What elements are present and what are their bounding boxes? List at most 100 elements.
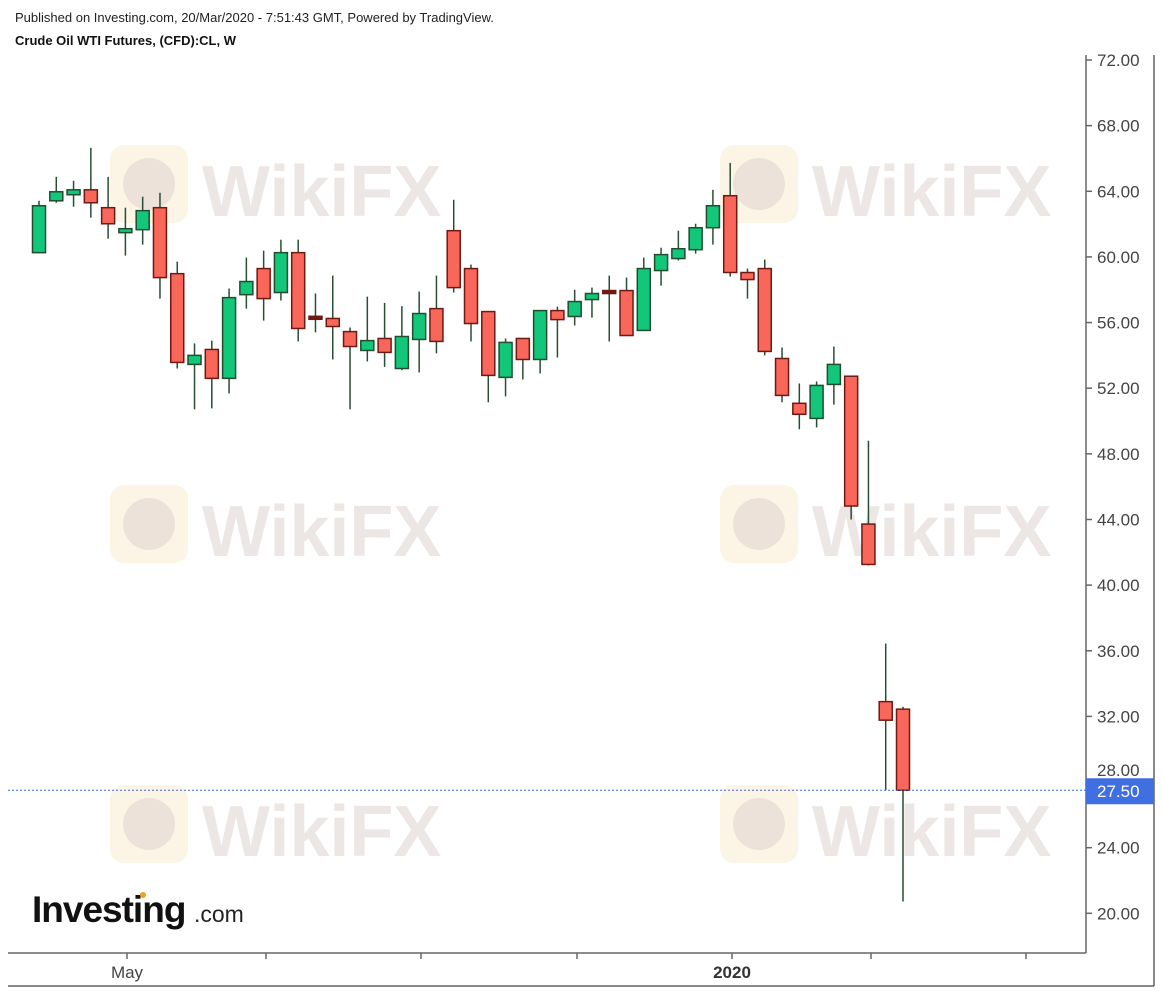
candle-body: [567, 300, 582, 318]
candle[interactable]: [463, 264, 479, 342]
candle-body: [394, 335, 410, 370]
candle[interactable]: [705, 189, 721, 245]
candle[interactable]: [83, 147, 99, 218]
candle[interactable]: [498, 338, 513, 397]
candle[interactable]: [481, 310, 496, 403]
candle[interactable]: [66, 180, 81, 207]
watermark: WikiFX: [110, 485, 441, 572]
watermark-eagle-icon: [123, 498, 175, 550]
candle[interactable]: [394, 306, 410, 371]
candle-body: [705, 204, 721, 229]
candle[interactable]: [221, 288, 237, 394]
candle[interactable]: [290, 239, 306, 342]
candle[interactable]: [342, 327, 358, 410]
watermark-eagle-icon: [123, 798, 175, 850]
candle-body: [49, 191, 64, 202]
candle[interactable]: [429, 275, 444, 354]
candle-body: [152, 206, 168, 279]
candle-body: [256, 267, 271, 300]
candle[interactable]: [861, 440, 876, 566]
candle[interactable]: [446, 199, 461, 293]
x-tick-label: 2020: [713, 963, 751, 982]
watermark-eagle-icon: [733, 498, 785, 550]
y-tick-label: 32.00: [1097, 707, 1140, 726]
candle-body: [584, 292, 600, 301]
logo-dot-icon: [140, 892, 146, 898]
price-axis[interactable]: 72.00 68.00 64.00 60.00 56.00 52.00 48.00 44.00…: [1086, 51, 1140, 923]
candle[interactable]: [308, 293, 323, 333]
candle[interactable]: [826, 346, 842, 405]
candle-body: [66, 189, 81, 196]
candle[interactable]: [809, 381, 824, 428]
last-price-label: 27.50: [1097, 782, 1140, 801]
watermark: WikiFX: [720, 785, 1051, 872]
candle-body: [411, 312, 427, 341]
y-tick-label: 40.00: [1097, 576, 1140, 595]
candle[interactable]: [204, 340, 220, 409]
time-axis[interactable]: May 2020: [111, 953, 1027, 982]
y-tick-label: 20.00: [1097, 904, 1140, 923]
candle[interactable]: [187, 343, 202, 410]
candle[interactable]: [325, 275, 341, 360]
candle[interactable]: [584, 287, 600, 318]
watermark-text: WikiFX: [812, 792, 1051, 872]
candle[interactable]: [550, 306, 565, 358]
candle[interactable]: [532, 309, 548, 374]
candle[interactable]: [31, 200, 47, 254]
y-tick-label: 64.00: [1097, 182, 1140, 201]
candle[interactable]: [256, 250, 271, 321]
candle-body: [463, 267, 479, 325]
candle[interactable]: [118, 207, 133, 256]
logo-main: Investing: [32, 889, 185, 930]
logo-suffix: .com: [194, 901, 244, 927]
candle-body: [601, 289, 617, 295]
y-tick-label: 72.00: [1097, 51, 1140, 70]
candle[interactable]: [360, 296, 375, 362]
candle[interactable]: [688, 223, 703, 254]
candle[interactable]: [774, 347, 790, 403]
candle-body: [774, 357, 790, 397]
candle[interactable]: [757, 259, 773, 356]
candle-body: [498, 341, 513, 379]
candle-body: [619, 289, 634, 337]
candle[interactable]: [135, 196, 150, 245]
candle[interactable]: [895, 706, 911, 902]
candle-body: [481, 310, 496, 377]
candle[interactable]: [49, 176, 64, 203]
candle[interactable]: [619, 277, 634, 337]
candle[interactable]: [653, 247, 669, 286]
candle[interactable]: [792, 383, 807, 430]
watermark-text: WikiFX: [812, 152, 1051, 232]
candle[interactable]: [722, 162, 738, 277]
candle[interactable]: [515, 337, 531, 380]
candle[interactable]: [411, 291, 427, 373]
candle[interactable]: [152, 192, 168, 299]
published-note: Published on Investing.com, 20/Mar/2020 …: [15, 10, 494, 25]
candle[interactable]: [567, 289, 582, 326]
candle-body: [118, 227, 133, 234]
candle-body: [290, 251, 306, 330]
y-tick-label: 48.00: [1097, 445, 1140, 464]
candle[interactable]: [878, 643, 893, 791]
candle[interactable]: [273, 239, 289, 301]
candle-body: [83, 189, 99, 204]
y-tick-label: 52.00: [1097, 379, 1140, 398]
watermark: WikiFX: [110, 785, 441, 872]
candle-body: [169, 272, 185, 364]
candle-body: [653, 253, 669, 272]
candle[interactable]: [740, 268, 755, 299]
y-tick-label: 24.00: [1097, 839, 1140, 858]
y-tick-label: 60.00: [1097, 248, 1140, 267]
candle[interactable]: [239, 257, 254, 309]
candle-body: [325, 317, 341, 328]
candle[interactable]: [100, 176, 116, 239]
candle[interactable]: [169, 261, 185, 369]
candle[interactable]: [636, 257, 652, 332]
y-tick-label: 44.00: [1097, 510, 1140, 529]
candle[interactable]: [843, 375, 859, 520]
candle[interactable]: [601, 275, 617, 342]
x-tick-label: May: [111, 963, 144, 982]
candle[interactable]: [671, 230, 686, 261]
candle[interactable]: [377, 302, 392, 367]
